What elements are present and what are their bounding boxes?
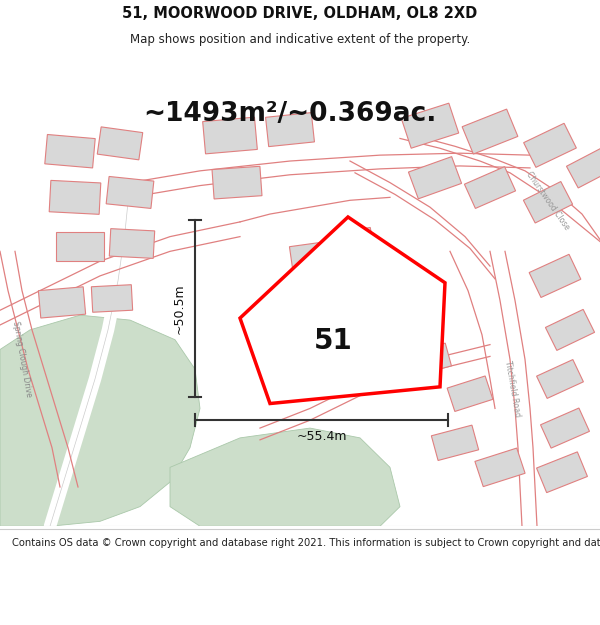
Polygon shape [447, 376, 493, 411]
Polygon shape [91, 285, 133, 312]
Polygon shape [409, 343, 451, 376]
Text: 51: 51 [314, 328, 353, 355]
Polygon shape [545, 309, 595, 351]
Text: Churstwood Close: Churstwood Close [524, 169, 571, 231]
Text: Contains OS data © Crown copyright and database right 2021. This information is : Contains OS data © Crown copyright and d… [12, 538, 600, 548]
Text: Map shows position and indicative extent of the property.: Map shows position and indicative extent… [130, 33, 470, 46]
Polygon shape [336, 228, 374, 256]
Polygon shape [523, 181, 572, 223]
Polygon shape [409, 157, 461, 199]
Polygon shape [49, 181, 101, 214]
Polygon shape [240, 217, 445, 404]
Polygon shape [203, 117, 257, 154]
Polygon shape [524, 123, 577, 168]
Polygon shape [170, 428, 400, 526]
Text: ~55.4m: ~55.4m [296, 431, 347, 443]
Polygon shape [212, 166, 262, 199]
Polygon shape [475, 448, 525, 487]
Text: Titchfield Road: Titchfield Road [503, 360, 521, 418]
Polygon shape [536, 452, 587, 493]
Polygon shape [462, 109, 518, 154]
Polygon shape [45, 134, 95, 168]
Polygon shape [106, 176, 154, 208]
Polygon shape [38, 287, 86, 318]
Polygon shape [541, 408, 589, 448]
Polygon shape [109, 229, 155, 258]
Polygon shape [566, 148, 600, 188]
Text: ~1493m²/~0.369ac.: ~1493m²/~0.369ac. [143, 101, 437, 127]
Polygon shape [536, 359, 583, 398]
Text: ~50.5m: ~50.5m [173, 283, 185, 334]
Polygon shape [289, 241, 331, 271]
Polygon shape [266, 112, 314, 147]
Polygon shape [401, 103, 459, 148]
Text: Spring Clough Drive: Spring Clough Drive [11, 321, 33, 398]
Polygon shape [97, 127, 143, 160]
Polygon shape [56, 232, 104, 261]
Text: 51, MOORWOOD DRIVE, OLDHAM, OL8 2XD: 51, MOORWOOD DRIVE, OLDHAM, OL8 2XD [122, 6, 478, 21]
Polygon shape [529, 254, 581, 298]
Polygon shape [0, 315, 200, 526]
Polygon shape [431, 425, 479, 461]
Polygon shape [464, 167, 515, 208]
